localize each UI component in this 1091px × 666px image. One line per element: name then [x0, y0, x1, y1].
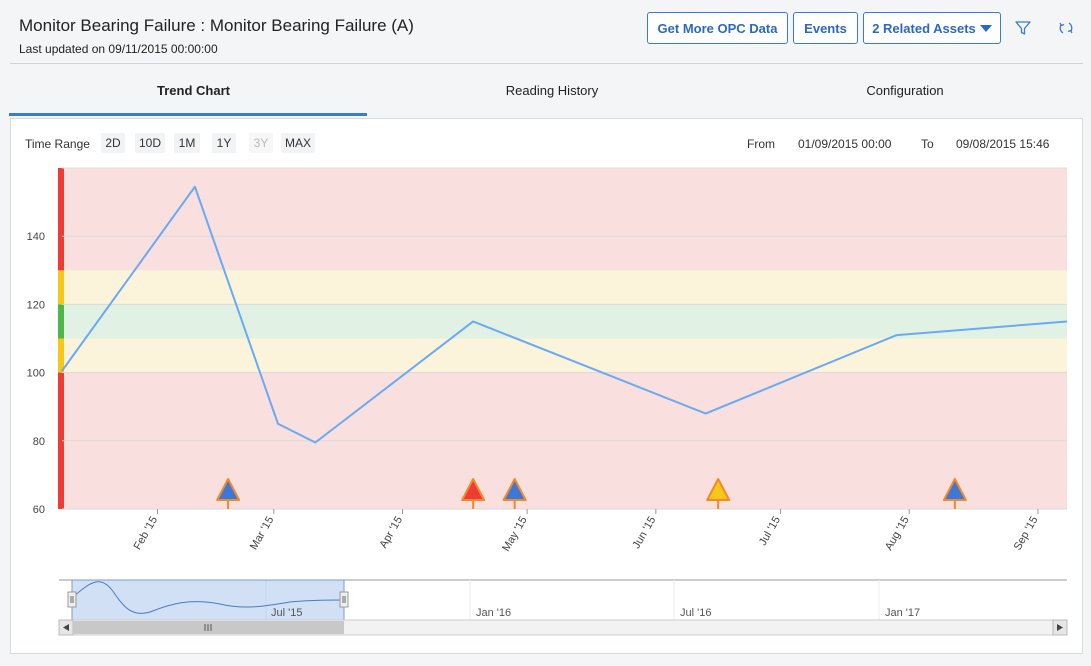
tab-reading-history[interactable]: Reading History — [377, 64, 727, 116]
events-button[interactable]: Events — [793, 12, 858, 44]
range-1m-button[interactable]: 1M — [174, 133, 200, 153]
from-date-value[interactable]: 01/09/2015 00:00 — [798, 137, 892, 151]
range-10d-label: 10D — [139, 136, 162, 150]
get-more-opc-data-label: Get More OPC Data — [657, 20, 778, 36]
tab-trend-chart-label: Trend Chart — [157, 82, 230, 98]
range-1m-label: 1M — [178, 136, 196, 150]
tab-trend-chart[interactable]: Trend Chart — [10, 64, 377, 116]
range-2d-label: 2D — [105, 136, 121, 150]
range-10d-button[interactable]: 10D — [135, 133, 165, 153]
page-title: Monitor Bearing Failure : Monitor Bearin… — [19, 16, 414, 35]
time-range-label: Time Range — [25, 137, 90, 151]
range-3y-button: 3Y — [249, 133, 273, 153]
tab-configuration[interactable]: Configuration — [727, 64, 1083, 116]
active-tab-indicator — [9, 113, 367, 116]
refresh-icon[interactable] — [1057, 19, 1075, 37]
header-divider — [10, 63, 1083, 64]
trend-chart-panel — [10, 118, 1083, 654]
get-more-opc-data-button[interactable]: Get More OPC Data — [647, 12, 788, 44]
related-assets-label: 2 Related Assets — [872, 20, 976, 36]
range-1y-label: 1Y — [216, 136, 232, 150]
tab-reading-history-label: Reading History — [505, 82, 599, 98]
range-max-button[interactable]: MAX — [281, 133, 315, 153]
page-header: Monitor Bearing Failure : Monitor Bearin… — [0, 0, 1091, 62]
tab-configuration-label: Configuration — [866, 82, 944, 98]
range-1y-button[interactable]: 1Y — [212, 133, 236, 153]
filter-icon[interactable] — [1014, 19, 1032, 37]
to-date-value[interactable]: 09/08/2015 15:46 — [956, 137, 1050, 151]
chevron-down-icon — [979, 24, 992, 32]
related-assets-button[interactable]: 2 Related Assets — [863, 12, 1001, 44]
range-2d-button[interactable]: 2D — [101, 133, 125, 153]
from-label: From — [747, 137, 775, 151]
tab-bar: Trend Chart Reading History Configuratio… — [10, 64, 1083, 116]
to-label: To — [921, 137, 934, 151]
range-3y-label: 3Y — [253, 136, 269, 150]
range-max-label: MAX — [285, 136, 312, 150]
events-label: Events — [804, 20, 847, 36]
last-updated-text: Last updated on 09/11/2015 00:00:00 — [19, 42, 218, 56]
